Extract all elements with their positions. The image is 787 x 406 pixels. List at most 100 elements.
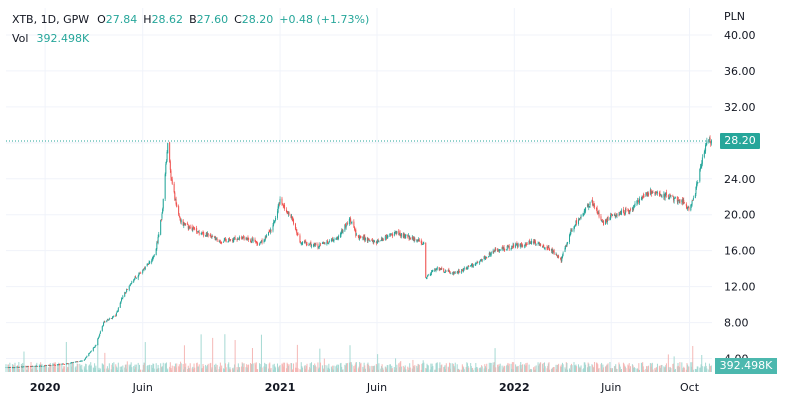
volume-bar	[161, 367, 163, 372]
candle-body	[354, 230, 356, 232]
volume-bar	[368, 364, 370, 372]
candle-body	[140, 272, 142, 274]
volume-bar	[484, 364, 486, 372]
volume-bar	[647, 365, 649, 372]
volume-bar	[142, 369, 144, 372]
candle-body	[353, 221, 355, 228]
candle-body	[459, 271, 461, 273]
volume-bar	[544, 366, 546, 372]
volume-bar	[690, 362, 692, 372]
candle-body	[504, 248, 506, 251]
candle-body	[99, 331, 101, 334]
volume-bar	[50, 365, 52, 372]
volume-bar	[524, 365, 526, 372]
candle-body	[664, 193, 666, 198]
volume-bar	[497, 366, 499, 372]
volume-bar	[515, 364, 517, 372]
volume-bar	[74, 367, 76, 372]
candle-body	[277, 206, 279, 213]
candle-body	[211, 236, 213, 237]
volume-bar	[576, 366, 578, 372]
candle-body	[359, 237, 361, 238]
volume-bar	[319, 362, 321, 372]
candle-body	[65, 363, 67, 365]
candle-body	[687, 208, 689, 210]
candle-body	[225, 239, 227, 242]
high-value: 28.62	[151, 13, 184, 26]
candle-body	[431, 271, 433, 274]
candle-body	[458, 270, 460, 272]
volume-bar	[465, 367, 467, 372]
volume-bar	[700, 364, 702, 372]
volume-bar	[481, 365, 483, 372]
candle-body	[640, 198, 642, 200]
candle-body	[354, 227, 356, 230]
candle-body	[479, 260, 481, 262]
candle-body	[400, 233, 402, 237]
candle-body	[461, 269, 463, 273]
volume-bar	[650, 366, 652, 372]
volume-bar	[225, 363, 227, 372]
candle-body	[439, 268, 441, 270]
volume-bar	[474, 367, 476, 372]
candle-body	[515, 244, 517, 248]
candle-body	[674, 197, 676, 199]
volume-bar	[328, 363, 330, 372]
volume-bar	[285, 368, 287, 372]
candle-body	[395, 231, 397, 233]
volume-bar	[588, 363, 590, 372]
volume-bar	[596, 362, 598, 372]
candle-body	[358, 236, 360, 239]
volume-bar	[193, 363, 195, 372]
candle-body	[450, 272, 452, 274]
candle-body	[95, 345, 97, 346]
candle-body	[661, 196, 663, 198]
candle-body	[268, 231, 270, 233]
volume-bar	[26, 369, 28, 372]
y-tick-label: 36.00	[724, 65, 756, 78]
volume-bar	[575, 364, 577, 372]
volume-bar	[441, 364, 443, 372]
volume-bar	[589, 366, 591, 372]
volume-bar	[110, 369, 112, 372]
volume-bar	[293, 363, 295, 372]
volume-bar	[272, 364, 274, 372]
candle-body	[494, 249, 496, 252]
candle-body	[151, 260, 153, 263]
volume-bar	[25, 365, 27, 372]
candle-body	[664, 193, 666, 198]
volume-bar	[620, 369, 622, 372]
candle-body	[659, 192, 661, 196]
candle-body	[387, 236, 389, 238]
candle-body	[138, 273, 140, 275]
volume-bar	[367, 362, 369, 372]
candle-body	[297, 234, 299, 236]
candle-body	[551, 248, 553, 253]
candle-body	[360, 236, 362, 238]
candle-body	[103, 322, 105, 326]
candle-body	[363, 236, 365, 240]
candle-body	[49, 365, 51, 367]
volume-bar	[261, 367, 263, 372]
volume-bar	[502, 369, 504, 372]
candle-body	[170, 170, 172, 178]
volume-bar	[276, 363, 278, 372]
volume-bar	[292, 369, 294, 372]
volume-bar	[165, 362, 167, 372]
volume-bar	[380, 366, 382, 372]
candle-body	[156, 242, 158, 250]
volume-bar	[501, 365, 503, 372]
candle-body	[300, 242, 302, 244]
candle-body	[327, 243, 329, 244]
volume-bar	[324, 365, 326, 372]
candle-body	[436, 269, 438, 271]
candle-body	[38, 366, 40, 367]
volume-bar	[341, 366, 343, 372]
candle-body	[426, 277, 428, 279]
volume-bar	[450, 363, 452, 372]
candle-body	[611, 213, 613, 216]
candle-body	[89, 352, 91, 354]
candle-body	[194, 228, 196, 230]
volume-bar	[664, 366, 666, 372]
